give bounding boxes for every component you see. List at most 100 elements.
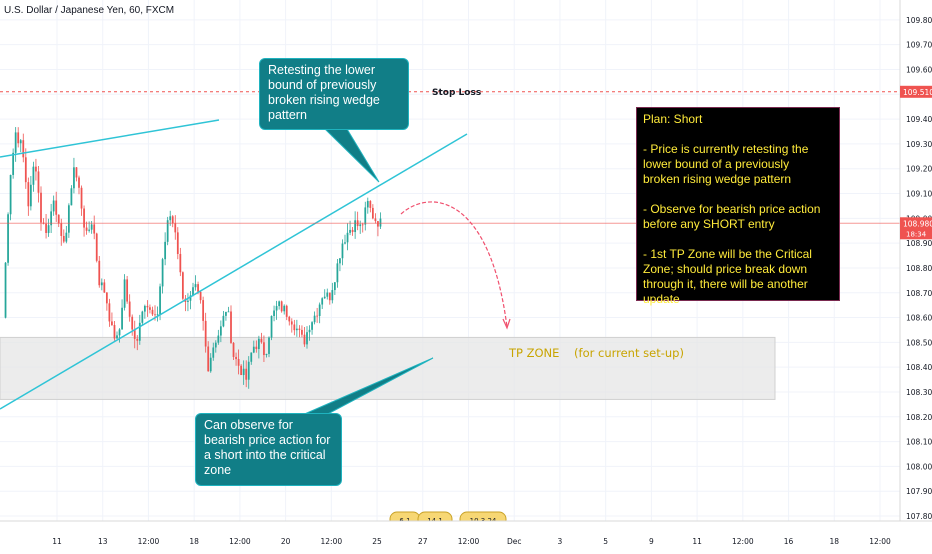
candle-body <box>235 356 237 360</box>
candle-body <box>268 337 270 354</box>
candle-body <box>60 223 63 236</box>
callout-observe[interactable]: Can observe for bearish price action for… <box>195 413 342 486</box>
candle-body <box>55 200 58 215</box>
candle-body <box>146 305 149 308</box>
price-tick-label: 109.600 <box>906 65 932 74</box>
candle-body <box>103 282 106 293</box>
candle-body <box>27 182 30 207</box>
price-tick-label: 109.700 <box>906 41 932 50</box>
candle-body <box>62 235 65 242</box>
candle-body <box>57 214 60 224</box>
tp-zone-label: TP ZONE (for current set-up) <box>508 346 684 360</box>
candle-body <box>295 328 298 331</box>
candle-body <box>285 305 288 317</box>
candle-body <box>136 338 139 341</box>
candle-body <box>189 295 192 301</box>
candle-body <box>100 282 103 286</box>
countdown-tag-text: 18:34 <box>906 230 927 238</box>
candle-body <box>116 335 118 339</box>
candle-body <box>351 229 354 233</box>
candle-body <box>199 291 202 301</box>
candle-body <box>45 223 47 233</box>
candle-body <box>151 309 154 315</box>
candle-body <box>207 346 210 372</box>
candle-body <box>344 242 346 244</box>
candle-body <box>379 218 382 227</box>
price-tags: 109.510 108.980 18:34 <box>900 85 932 240</box>
candle-body <box>288 316 291 322</box>
candle-body <box>47 225 50 233</box>
time-tick-label: 9 <box>649 537 654 546</box>
candle-body <box>24 157 27 183</box>
time-tick-label: 5 <box>603 537 608 546</box>
trade-plan-note[interactable]: Plan: Short - Price is currently retesti… <box>636 107 840 306</box>
candle-body <box>90 224 93 230</box>
time-tick-label: 12:00 <box>458 537 480 546</box>
stop-loss-label: Stop Loss <box>432 88 481 98</box>
wedge-lower-trendline[interactable] <box>0 133 468 410</box>
candle-body <box>133 329 136 339</box>
projection-arrow[interactable] <box>400 201 508 328</box>
time-tick-label: 25 <box>372 537 382 546</box>
candle-body <box>247 361 250 380</box>
candle-body <box>32 166 35 185</box>
time-tick-label: 27 <box>418 537 428 546</box>
candle-body <box>85 227 88 231</box>
candle-body <box>29 184 32 207</box>
price-tick-label: 108.500 <box>906 338 932 347</box>
candle-body <box>141 311 144 323</box>
candle-body <box>361 224 364 226</box>
candle-body <box>70 188 73 206</box>
wedge-upper-trendline[interactable] <box>0 119 220 158</box>
candle-body <box>237 359 240 366</box>
candle-body <box>316 315 319 317</box>
candle-body <box>52 200 55 212</box>
candle-body <box>176 232 179 254</box>
candle-body <box>65 232 68 242</box>
candle-body <box>202 300 205 321</box>
callout-retest[interactable]: Retesting the lower bound of previously … <box>259 58 409 130</box>
time-tick-label: 12:00 <box>321 537 343 546</box>
time-tick-label: 18 <box>189 537 199 546</box>
candle-body <box>230 311 232 343</box>
candle-body <box>7 214 9 263</box>
candle-body <box>123 279 126 308</box>
candle-body <box>331 290 334 301</box>
candle-body <box>245 368 248 380</box>
current-price-tag-text: 108.980 <box>903 219 932 228</box>
candle-body <box>14 132 17 153</box>
candle-body <box>306 332 308 345</box>
tp-zone-rect <box>0 336 776 400</box>
candle-body <box>333 282 336 291</box>
candle-body <box>22 140 25 158</box>
candle-body <box>301 329 303 335</box>
candle-body <box>321 298 324 305</box>
candle-body <box>166 220 169 242</box>
candle-body <box>118 329 121 336</box>
candle-body <box>303 334 306 345</box>
candles-layer <box>4 127 382 389</box>
time-axis-bg <box>0 521 932 550</box>
candle-body <box>194 284 197 288</box>
time-tick-label: 12:00 <box>229 537 251 546</box>
candle-body <box>377 221 379 227</box>
candle-body <box>364 207 367 225</box>
candle-body <box>161 259 164 287</box>
candle-body <box>40 192 42 223</box>
time-axis[interactable]: 11 13 12:00 18 12:00 20 12:00 25 27 12:00 Dec 3 5 9 11… <box>52 537 891 546</box>
price-tick-label: 109.200 <box>906 165 932 174</box>
candle-body <box>12 152 15 175</box>
candle-body <box>50 211 53 226</box>
candle-body <box>95 233 98 261</box>
candle-body <box>311 322 313 330</box>
candle-body <box>88 229 91 231</box>
candle-body <box>369 201 372 208</box>
candle-body <box>313 315 316 323</box>
time-tick-label: 13 <box>98 537 108 546</box>
candle-body <box>263 342 265 356</box>
candle-body <box>169 216 172 221</box>
candle-body <box>219 326 222 336</box>
candle-body <box>73 167 75 189</box>
price-tick-label: 109.400 <box>906 115 932 124</box>
